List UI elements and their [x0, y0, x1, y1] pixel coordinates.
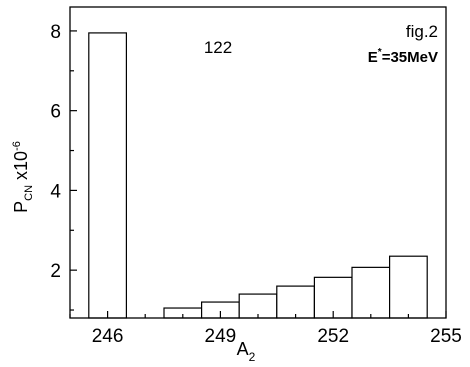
y-axis-label-sub: CN	[23, 185, 35, 201]
x-axis-label-sub: 2	[249, 350, 256, 364]
energy-prefix: E	[368, 49, 378, 66]
y-tick-label-2: 2	[50, 261, 61, 282]
fig-label: fig.2	[406, 22, 438, 41]
energy-value: =35MeV	[382, 49, 438, 66]
bars-group	[88, 32, 428, 319]
y-tick-label-8: 8	[50, 22, 61, 43]
bar-251	[276, 285, 315, 319]
energy-label: E*=35MeV	[368, 47, 438, 66]
z-annotation: 122	[204, 38, 232, 57]
bar-253	[351, 266, 391, 319]
y-axis-label-sup: -6	[11, 141, 23, 151]
x-tick-label-252: 252	[317, 326, 349, 347]
x-axis-label: A2	[237, 339, 256, 364]
bar-254	[389, 255, 428, 319]
y-tick-label-4: 4	[50, 181, 61, 202]
x-tick-label-249: 249	[205, 326, 237, 347]
y-axis-label: PCN x10-6	[11, 141, 35, 213]
y-axis-label-main: P	[11, 201, 31, 213]
y-tick-label-6: 6	[50, 102, 61, 123]
bar-246	[88, 32, 128, 319]
y-axis-label-suffix: x10	[11, 151, 31, 185]
energy-star: *	[378, 47, 382, 58]
x-tick-label-246: 246	[92, 326, 124, 347]
x-axis-label-main: A	[237, 339, 249, 359]
x-tick-label-255: 255	[430, 326, 462, 347]
